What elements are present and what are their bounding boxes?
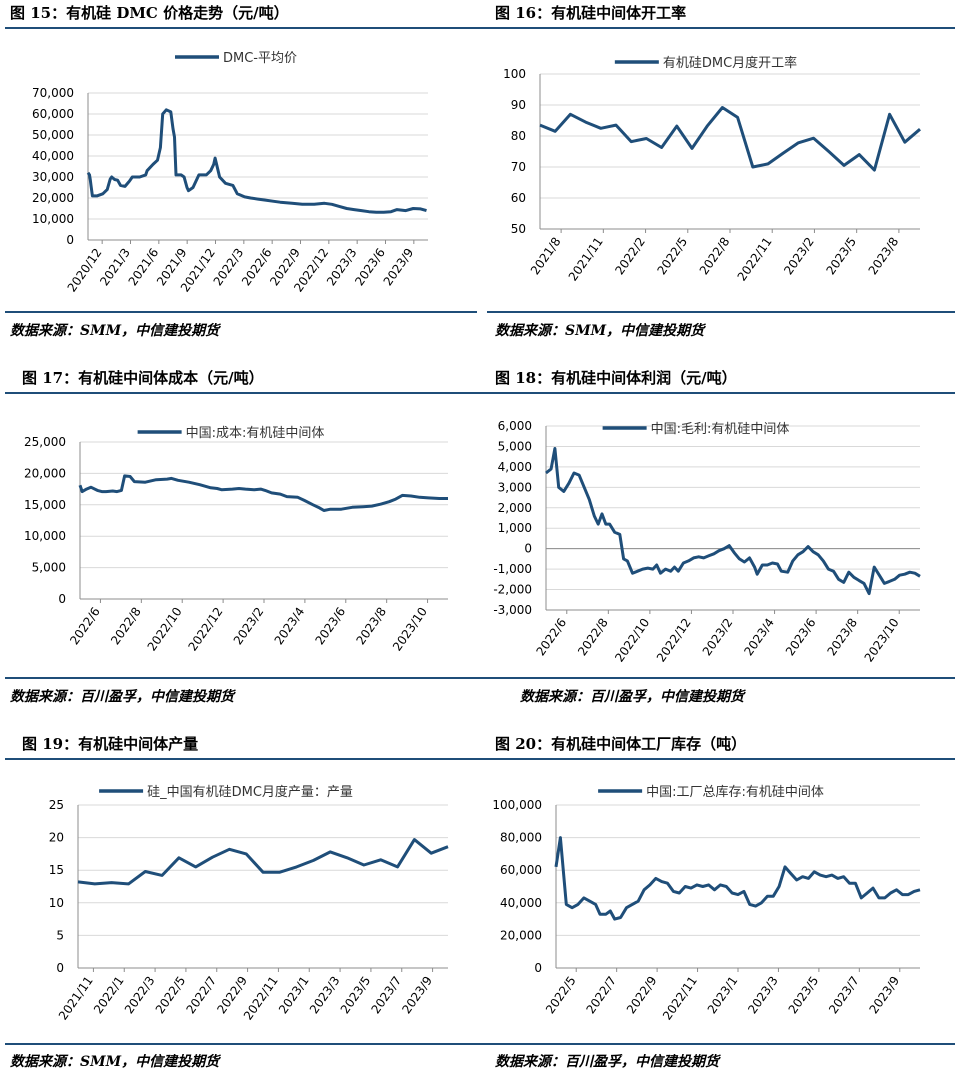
series-line <box>554 836 921 921</box>
x-tick-label: 2023/1 <box>705 974 741 1017</box>
x-tick-label: 2022/7 <box>583 974 619 1017</box>
y-tick-label: 6,000 <box>498 419 532 433</box>
series-line <box>78 474 448 512</box>
x-tick-label: 2023/7 <box>826 974 862 1017</box>
y-tick-label: 1,000 <box>498 521 532 535</box>
legend-label: 中国:毛利:有机硅中间体 <box>651 422 790 437</box>
series-line <box>86 108 427 214</box>
title-rule <box>5 392 955 394</box>
title-rule <box>5 27 955 29</box>
y-tick-label: 10,000 <box>24 529 66 543</box>
y-tick-label: 60,000 <box>32 107 74 121</box>
source-rule <box>487 311 955 313</box>
y-tick-label: 0 <box>58 592 66 606</box>
y-tick-label: -2,000 <box>493 583 532 597</box>
y-tick-label: 5 <box>56 928 64 942</box>
y-tick-label: 4,000 <box>498 460 532 474</box>
source-rule <box>5 1043 955 1045</box>
y-tick-label: 15,000 <box>24 498 66 512</box>
y-tick-label: 20 <box>49 831 64 845</box>
legend-label: 中国:工厂总库存:有机硅中间体 <box>646 784 824 800</box>
y-tick-label: 70 <box>511 160 526 174</box>
y-tick-label: 25 <box>49 798 64 812</box>
source-rule <box>5 311 477 313</box>
data-source: 数据来源：百川盈孚，中信建投期货 <box>495 1054 719 1070</box>
source-rule <box>5 677 955 679</box>
chart-title: 图 17：有机硅中间体成本（元/吨） <box>22 369 264 387</box>
y-tick-label: 20,000 <box>24 466 66 480</box>
y-tick-label: 100 <box>503 67 526 81</box>
y-tick-label: 30,000 <box>32 170 74 184</box>
legend-label: DMC-平均价 <box>223 51 297 66</box>
y-tick-label: 80,000 <box>500 831 542 845</box>
y-tick-label: 5,000 <box>32 561 66 575</box>
data-source: 数据来源：SMM，中信建投期货 <box>10 1054 220 1070</box>
y-tick-label: 0 <box>524 542 532 556</box>
y-tick-label: 5,000 <box>498 439 532 453</box>
data-source: 数据来源：百川盈孚，中信建投期货 <box>10 689 234 705</box>
y-tick-label: 40,000 <box>32 149 74 163</box>
y-tick-label: 0 <box>534 961 542 975</box>
y-tick-label: 70,000 <box>32 86 74 100</box>
x-tick-label: 2023/5 <box>786 974 822 1017</box>
data-source: 数据来源：SMM，中信建投期货 <box>10 323 220 339</box>
y-tick-label: 40,000 <box>500 896 542 910</box>
legend-label: 中国:成本:有机硅中间体 <box>186 426 325 441</box>
y-tick-label: 100,000 <box>492 798 542 812</box>
x-tick-label: 2022/11 <box>660 974 700 1023</box>
chart-title: 图 16：有机硅中间体开工率 <box>495 4 687 22</box>
legend-label: 有机硅DMC月度开工率 <box>663 55 797 71</box>
series-line <box>545 447 921 596</box>
y-tick-label: 50 <box>511 222 526 236</box>
chart-intermediate-profit: -3,000 -2,000 -1,000 0 1,000 2,000 3,000 4,000 5… <box>493 419 921 665</box>
y-tick-label: 25,000 <box>24 435 66 449</box>
chart-title: 图 19：有机硅中间体产量 <box>22 735 199 753</box>
series-line <box>539 106 921 172</box>
y-tick-label: 60,000 <box>500 863 542 877</box>
y-tick-label: 3,000 <box>498 480 532 494</box>
y-tick-label: 2,000 <box>498 501 532 515</box>
x-tick-label: 2022/5 <box>543 974 579 1017</box>
y-tick-label: 60 <box>511 191 526 205</box>
y-tick-label: 20,000 <box>32 191 74 205</box>
chart-title: 图 20：有机硅中间体工厂库存（吨） <box>495 735 747 753</box>
x-tick-label: 2023/3 <box>745 974 781 1017</box>
chart-dmc-price: 0 10,000 20,000 30,000 40,000 50,000 60,000 70,… <box>32 51 428 295</box>
title-rule <box>5 758 955 760</box>
x-tick-label: 2022/9 <box>624 974 660 1017</box>
x-tick-label: 2023/9 <box>867 974 903 1017</box>
chart-title: 图 18：有机硅中间体利润（元/吨） <box>495 369 737 387</box>
y-tick-label: 10 <box>49 896 64 910</box>
y-tick-label: 10,000 <box>32 212 74 226</box>
chart-production: 05101520252021/112022/12022/32022/52022/… <box>49 784 449 1023</box>
legend-label: 硅_中国有机硅DMC月度产量：产量 <box>147 784 353 800</box>
y-tick-label: 0 <box>66 233 74 247</box>
y-tick-label: 0 <box>56 961 64 975</box>
series-line <box>77 838 449 886</box>
y-tick-label: 50,000 <box>32 128 74 142</box>
y-tick-label: 15 <box>49 863 64 877</box>
y-tick-label: -1,000 <box>493 562 532 576</box>
y-tick-label: 20,000 <box>500 928 542 942</box>
y-tick-label: 90 <box>511 98 526 112</box>
y-tick-label: 80 <box>511 129 526 143</box>
y-tick-label: -3,000 <box>493 603 532 617</box>
data-source: 数据来源：SMM，中信建投期货 <box>495 323 705 339</box>
chart-title: 图 15：有机硅 DMC 价格走势（元/吨） <box>10 4 289 22</box>
data-source: 数据来源：百川盈孚，中信建投期货 <box>520 689 744 705</box>
